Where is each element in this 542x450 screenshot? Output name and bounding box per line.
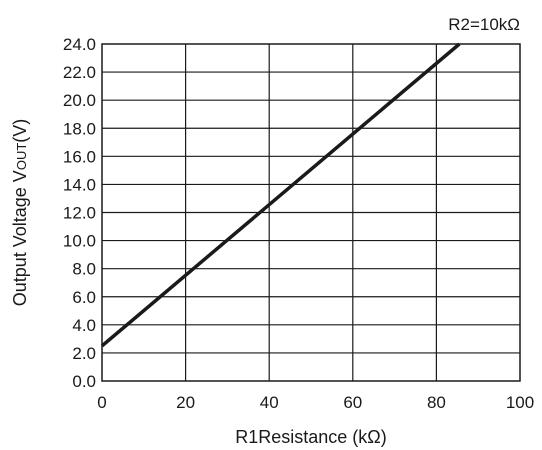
y-tick-label: 2.0: [72, 344, 96, 363]
series-line: [100, 42, 461, 348]
grid: [102, 44, 520, 381]
x-axis-label: R1Resistance (kΩ): [235, 427, 387, 447]
y-tick-label: 14.0: [63, 175, 96, 194]
x-tick-label: 100: [506, 393, 534, 412]
y-tick-label: 24.0: [63, 35, 96, 54]
y-axis-label: Output Voltage VOUT(V): [10, 119, 30, 307]
x-tick-label: 40: [260, 393, 279, 412]
y-tick-label: 12.0: [63, 204, 96, 223]
y-axis-label-unit: (V): [10, 119, 30, 143]
y-tick-labels: 0.0 2.0 4.0 6.0 8.0 10.0 12.0 14.0 16.0 18.0 20.0 2…: [63, 35, 96, 391]
y-tick-label: 16.0: [63, 147, 96, 166]
annotation: R2=10kΩ: [448, 15, 520, 34]
y-tick-label: 0.0: [72, 372, 96, 391]
y-axis-label-main: Output Voltage V: [10, 170, 30, 306]
series-layer: [100, 42, 461, 348]
x-tick-label: 0: [97, 393, 106, 412]
plot-frame: [101, 43, 521, 382]
x-tick-labels: 0 20 40 60 80 100: [97, 393, 534, 412]
y-axis-label-sub: OUT: [14, 143, 29, 171]
y-tick-label: 4.0: [72, 316, 96, 335]
y-tick-label: 22.0: [63, 63, 96, 82]
y-tick-label: 8.0: [72, 260, 96, 279]
y-tick-label: 18.0: [63, 119, 96, 138]
x-tick-label: 80: [427, 393, 446, 412]
x-tick-label: 60: [343, 393, 362, 412]
y-tick-label: 6.0: [72, 288, 96, 307]
x-tick-label: 20: [176, 393, 195, 412]
y-tick-label: 20.0: [63, 91, 96, 110]
y-tick-label: 10.0: [63, 232, 96, 251]
